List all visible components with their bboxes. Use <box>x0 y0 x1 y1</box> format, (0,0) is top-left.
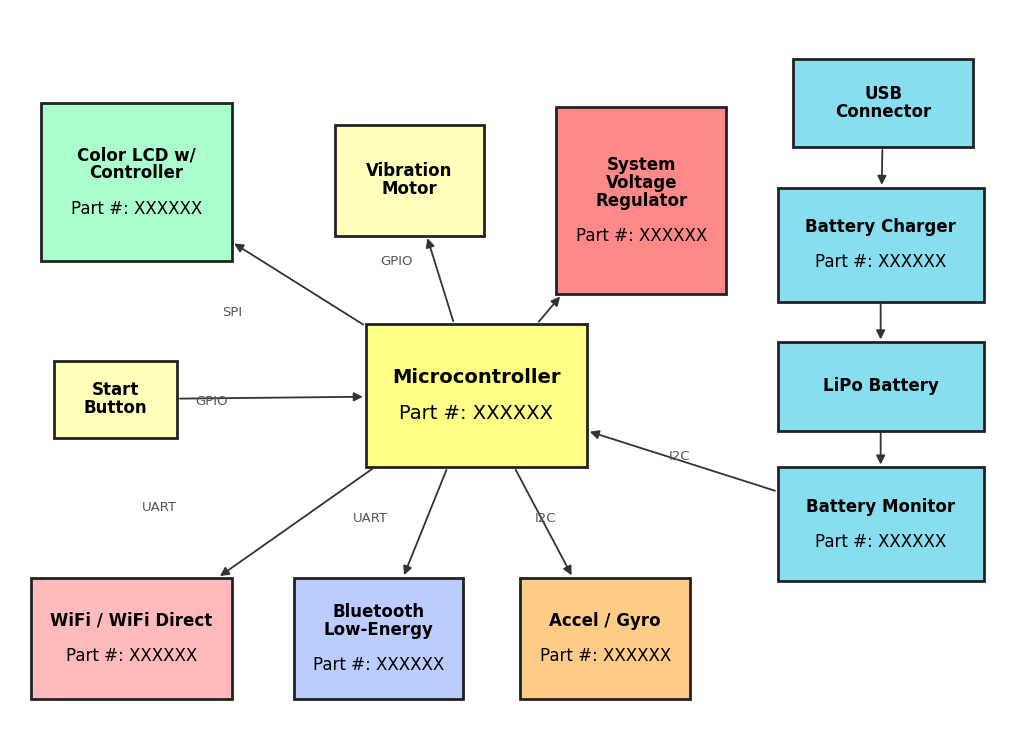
Text: Battery Charger: Battery Charger <box>805 218 956 236</box>
Text: Part #: XXXXXX: Part #: XXXXXX <box>815 253 947 272</box>
Text: UART: UART <box>353 512 388 526</box>
Text: Part #: XXXXXX: Part #: XXXXXX <box>313 656 444 674</box>
Text: Button: Button <box>83 399 147 417</box>
Text: Motor: Motor <box>381 180 438 198</box>
FancyBboxPatch shape <box>778 342 984 431</box>
Text: Connector: Connector <box>835 103 931 121</box>
FancyBboxPatch shape <box>31 578 232 699</box>
Text: Low-Energy: Low-Energy <box>323 620 434 639</box>
Text: Start: Start <box>92 381 139 400</box>
FancyBboxPatch shape <box>778 188 984 302</box>
Text: Microcontroller: Microcontroller <box>392 369 560 387</box>
Text: Part #: XXXXXX: Part #: XXXXXX <box>815 533 947 551</box>
FancyBboxPatch shape <box>366 324 587 467</box>
Text: SPI: SPI <box>221 306 242 319</box>
Text: Part #: XXXXXX: Part #: XXXXXX <box>66 647 197 665</box>
Text: Color LCD w/: Color LCD w/ <box>77 146 196 165</box>
Text: USB: USB <box>864 85 902 103</box>
FancyBboxPatch shape <box>778 467 984 581</box>
Text: Regulator: Regulator <box>595 191 687 210</box>
Text: System: System <box>607 156 676 174</box>
Text: LiPo Battery: LiPo Battery <box>823 378 938 395</box>
Text: Part #: XXXXXX: Part #: XXXXXX <box>400 404 553 422</box>
Text: Accel / Gyro: Accel / Gyro <box>549 612 661 630</box>
FancyBboxPatch shape <box>335 125 484 236</box>
FancyBboxPatch shape <box>54 361 177 438</box>
Text: Vibration: Vibration <box>367 163 452 180</box>
Text: UART: UART <box>142 501 177 514</box>
Text: Battery Monitor: Battery Monitor <box>806 498 955 516</box>
Text: I2C: I2C <box>670 450 690 463</box>
Text: WiFi / WiFi Direct: WiFi / WiFi Direct <box>50 612 212 630</box>
FancyBboxPatch shape <box>294 578 464 699</box>
FancyBboxPatch shape <box>41 103 232 261</box>
Text: GPIO: GPIO <box>380 255 413 268</box>
Text: Part #: XXXXXX: Part #: XXXXXX <box>540 647 671 665</box>
Text: Bluetooth: Bluetooth <box>333 603 424 621</box>
FancyBboxPatch shape <box>520 578 690 699</box>
Text: GPIO: GPIO <box>195 394 228 408</box>
FancyBboxPatch shape <box>556 107 726 294</box>
Text: Part #: XXXXXX: Part #: XXXXXX <box>71 199 202 218</box>
FancyBboxPatch shape <box>793 59 973 147</box>
Text: Part #: XXXXXX: Part #: XXXXXX <box>576 227 707 245</box>
Text: I2C: I2C <box>536 512 556 526</box>
Text: Voltage: Voltage <box>606 174 677 192</box>
Text: Controller: Controller <box>90 164 183 183</box>
